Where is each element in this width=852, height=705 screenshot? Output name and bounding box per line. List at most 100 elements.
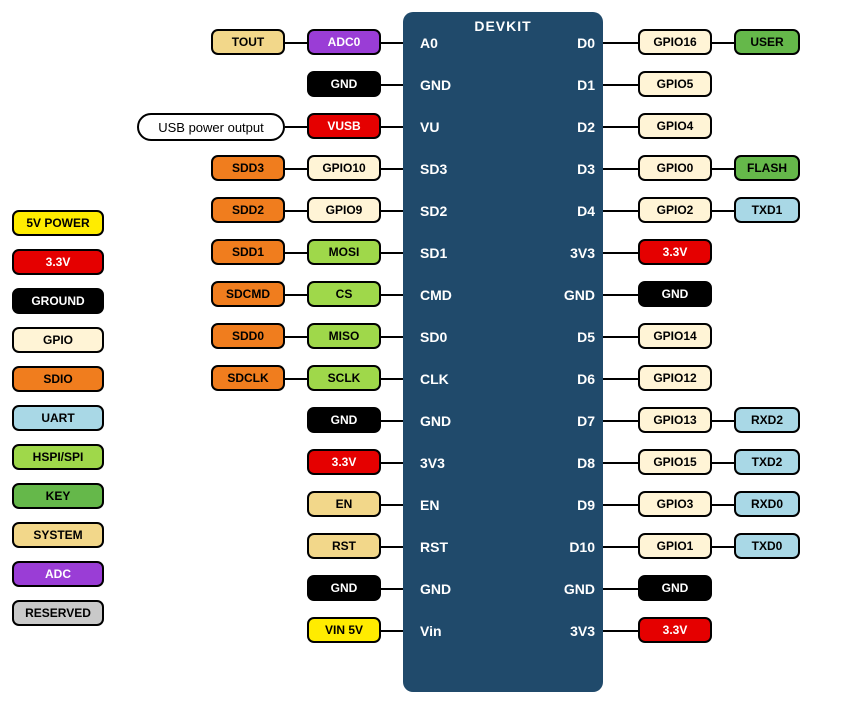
connector: [381, 126, 403, 128]
pin-node: GPIO13: [638, 407, 712, 433]
pin-node: 3.3V: [638, 617, 712, 643]
connector: [285, 252, 307, 254]
chip-pin-label-left: GND: [420, 413, 451, 429]
legend-item: UART: [12, 405, 104, 431]
pin-node: GPIO15: [638, 449, 712, 475]
chip-pin-label-left: GND: [420, 581, 451, 597]
chip-pin-label-right: D4: [555, 203, 595, 219]
pin-node: GND: [307, 71, 381, 97]
connector: [381, 378, 403, 380]
chip-title: DEVKIT: [403, 18, 603, 34]
pin-node: RXD2: [734, 407, 800, 433]
connector: [285, 168, 307, 170]
legend-item: 3.3V: [12, 249, 104, 275]
legend-item: 5V POWER: [12, 210, 104, 236]
connector: [603, 294, 638, 296]
chip-pin-label-right: D3: [555, 161, 595, 177]
connector: [603, 546, 638, 548]
pin-node: GPIO12: [638, 365, 712, 391]
connector: [381, 168, 403, 170]
connector: [285, 336, 307, 338]
chip-pin-label-right: D6: [555, 371, 595, 387]
connector: [603, 168, 638, 170]
pin-node: GPIO0: [638, 155, 712, 181]
chip-pin-label-right: D2: [555, 119, 595, 135]
chip-pin-label-right: GND: [555, 581, 595, 597]
chip-pin-label-right: D9: [555, 497, 595, 513]
chip-pin-label-left: CMD: [420, 287, 452, 303]
connector: [712, 504, 734, 506]
pin-node: GPIO2: [638, 197, 712, 223]
connector: [285, 126, 307, 128]
pin-node: RST: [307, 533, 381, 559]
pin-node: SDCMD: [211, 281, 285, 307]
pin-node: GPIO3: [638, 491, 712, 517]
connector: [603, 126, 638, 128]
connector: [603, 420, 638, 422]
legend-item: SYSTEM: [12, 522, 104, 548]
pin-node: GPIO14: [638, 323, 712, 349]
connector: [603, 630, 638, 632]
pin-node: GPIO4: [638, 113, 712, 139]
connector: [712, 546, 734, 548]
chip-pin-label-right: D10: [555, 539, 595, 555]
pin-node: SDD0: [211, 323, 285, 349]
connector: [712, 42, 734, 44]
connector: [712, 168, 734, 170]
connector: [381, 504, 403, 506]
legend-item: HSPI/SPI: [12, 444, 104, 470]
connector: [712, 420, 734, 422]
pin-node: 3.3V: [307, 449, 381, 475]
legend-item: GROUND: [12, 288, 104, 314]
pin-node: VUSB: [307, 113, 381, 139]
chip-pin-label-left: VU: [420, 119, 439, 135]
chip-pin-label-left: Vin: [420, 623, 442, 639]
chip-pin-label-left: EN: [420, 497, 439, 513]
pin-node: GPIO10: [307, 155, 381, 181]
connector: [603, 336, 638, 338]
connector: [381, 252, 403, 254]
pin-node: TXD2: [734, 449, 800, 475]
pin-node: GPIO1: [638, 533, 712, 559]
pin-node: SDD3: [211, 155, 285, 181]
chip-pin-label-left: A0: [420, 35, 438, 51]
chip-pin-label-left: SD0: [420, 329, 447, 345]
pin-node: ADC0: [307, 29, 381, 55]
pin-node: SCLK: [307, 365, 381, 391]
connector: [285, 42, 307, 44]
pin-node: SDD2: [211, 197, 285, 223]
pin-node: 3.3V: [638, 239, 712, 265]
connector: [603, 462, 638, 464]
pin-node: GND: [307, 407, 381, 433]
connector: [381, 420, 403, 422]
pin-node: CS: [307, 281, 381, 307]
callout-balloon: USB power output: [137, 113, 285, 141]
pin-node: GND: [307, 575, 381, 601]
connector: [381, 210, 403, 212]
pin-node: VIN 5V: [307, 617, 381, 643]
chip-pin-label-left: SD1: [420, 245, 447, 261]
pin-node: FLASH: [734, 155, 800, 181]
pin-node: SDD1: [211, 239, 285, 265]
pin-node: GND: [638, 281, 712, 307]
connector: [712, 462, 734, 464]
chip-pin-label-right: D5: [555, 329, 595, 345]
connector: [603, 588, 638, 590]
connector: [381, 294, 403, 296]
connector: [381, 462, 403, 464]
connector: [381, 588, 403, 590]
pin-node: RXD0: [734, 491, 800, 517]
connector: [381, 42, 403, 44]
connector: [285, 210, 307, 212]
connector: [381, 336, 403, 338]
chip-pin-label-right: D8: [555, 455, 595, 471]
pin-node: TXD1: [734, 197, 800, 223]
connector: [603, 378, 638, 380]
connector: [603, 504, 638, 506]
chip-pin-label-right: 3V3: [555, 245, 595, 261]
chip-pin-label-right: D7: [555, 413, 595, 429]
chip-pin-label-left: CLK: [420, 371, 449, 387]
chip-pin-label-left: GND: [420, 77, 451, 93]
connector: [285, 378, 307, 380]
chip-pin-label-left: SD2: [420, 203, 447, 219]
